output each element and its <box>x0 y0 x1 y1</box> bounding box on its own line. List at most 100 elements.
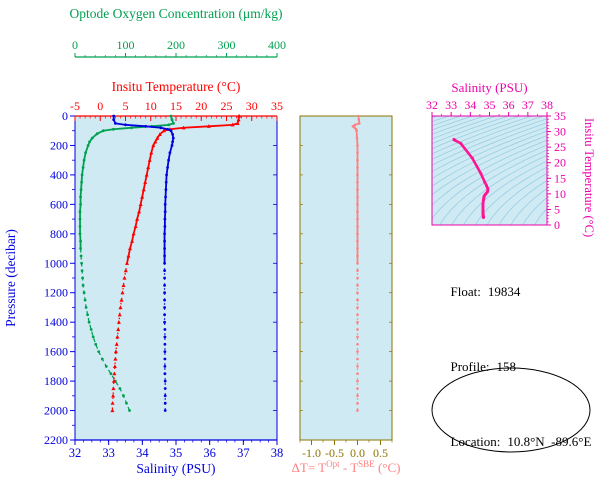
marker <box>133 224 138 229</box>
marker <box>80 173 84 177</box>
salinity-tick-label: 35 <box>170 446 183 460</box>
temperature-salinity-markers <box>452 137 490 219</box>
marker <box>356 217 359 221</box>
marker <box>163 320 167 324</box>
marker <box>149 150 154 155</box>
marker <box>138 202 143 206</box>
marker <box>356 357 359 361</box>
marker <box>206 124 211 128</box>
marker <box>83 298 87 302</box>
marker <box>230 122 235 127</box>
marker <box>356 365 359 368</box>
pressure-tick-label: 1800 <box>44 374 68 388</box>
salinity-markers <box>112 114 175 412</box>
marker <box>111 386 116 391</box>
marker <box>163 225 167 228</box>
marker <box>144 172 149 177</box>
marker <box>163 387 167 390</box>
marker <box>481 202 485 206</box>
float-info-line: Float: 19834 <box>431 269 591 314</box>
pressure-tick-label: 200 <box>50 138 68 152</box>
profile-label: Profile: <box>450 359 490 374</box>
marker <box>81 166 85 169</box>
marker <box>97 350 101 353</box>
temperature-tick-label: 20 <box>195 99 207 113</box>
marker <box>86 313 89 317</box>
marker <box>104 365 108 368</box>
main-plot-area <box>75 116 277 440</box>
marker <box>170 144 174 147</box>
temperature-line <box>126 115 241 264</box>
marker <box>356 195 359 199</box>
delta-tick-label: -0.5 <box>325 446 344 460</box>
marker <box>82 291 86 295</box>
pressure-tick-label: 1200 <box>44 286 68 300</box>
marker <box>356 166 359 169</box>
marker <box>356 372 359 376</box>
marker <box>130 239 135 243</box>
marker <box>163 261 167 265</box>
marker <box>111 393 116 398</box>
marker <box>164 195 168 199</box>
marker <box>113 349 118 354</box>
marker <box>79 247 82 250</box>
marker <box>161 128 166 133</box>
delta-axis-title: ΔT= TOpt - TSBE (°C) <box>292 459 401 475</box>
marker <box>79 254 83 258</box>
marker <box>110 408 115 413</box>
ts-temperature-tick-label: 35 <box>554 109 566 123</box>
marker <box>155 135 160 140</box>
marker <box>120 290 125 295</box>
marker <box>164 188 168 192</box>
oxygen-tick-label: 400 <box>268 38 286 52</box>
ts-salinity-tick-label: 38 <box>541 98 553 112</box>
marker <box>163 247 167 250</box>
marker <box>163 394 167 398</box>
map-outline <box>431 367 591 453</box>
marker <box>112 114 116 118</box>
marker <box>79 239 82 243</box>
location-info-line: Location: 10.8°N -89.6°E <box>431 419 592 464</box>
marker <box>181 125 186 130</box>
marker <box>86 144 90 147</box>
marker <box>163 298 167 302</box>
marker <box>122 275 127 280</box>
marker <box>356 203 359 206</box>
marker <box>170 118 174 122</box>
marker <box>356 254 359 258</box>
salinity-tick-label: 38 <box>271 446 284 460</box>
contour-line <box>451 154 547 225</box>
contour-line <box>486 173 547 225</box>
marker <box>159 126 163 130</box>
marker <box>101 129 105 133</box>
marker <box>163 372 167 376</box>
marker <box>353 123 357 127</box>
pressure-tick-label: 2000 <box>44 404 68 418</box>
oxygen-axis-title: Optode Oxygen Concentration (μm/kg) <box>69 6 282 21</box>
marker <box>171 140 175 144</box>
marker <box>163 379 167 383</box>
marker <box>356 239 359 243</box>
oxygen-tick-label: 200 <box>167 38 185 52</box>
marker <box>79 195 82 199</box>
salinity-tick-label: 32 <box>69 446 82 460</box>
marker <box>119 297 124 302</box>
marker <box>171 136 175 140</box>
temperature-tick-label: 30 <box>246 99 258 113</box>
marker <box>95 132 99 136</box>
contour-line <box>432 116 509 144</box>
marker <box>171 133 175 136</box>
marker <box>144 124 148 128</box>
marker <box>114 342 119 346</box>
world-map <box>431 367 591 453</box>
marker <box>356 173 359 177</box>
temperature-axis-title: Insitu Temperature (°C) <box>112 79 241 94</box>
temperature-tick-label: 35 <box>271 99 283 113</box>
delta-tick-label: -1.0 <box>302 446 321 460</box>
marker <box>146 165 151 170</box>
marker <box>124 123 127 127</box>
marker <box>80 261 83 265</box>
marker <box>79 203 82 206</box>
marker <box>459 141 463 145</box>
location-value: 10.8°N -89.6°E <box>507 434 592 449</box>
